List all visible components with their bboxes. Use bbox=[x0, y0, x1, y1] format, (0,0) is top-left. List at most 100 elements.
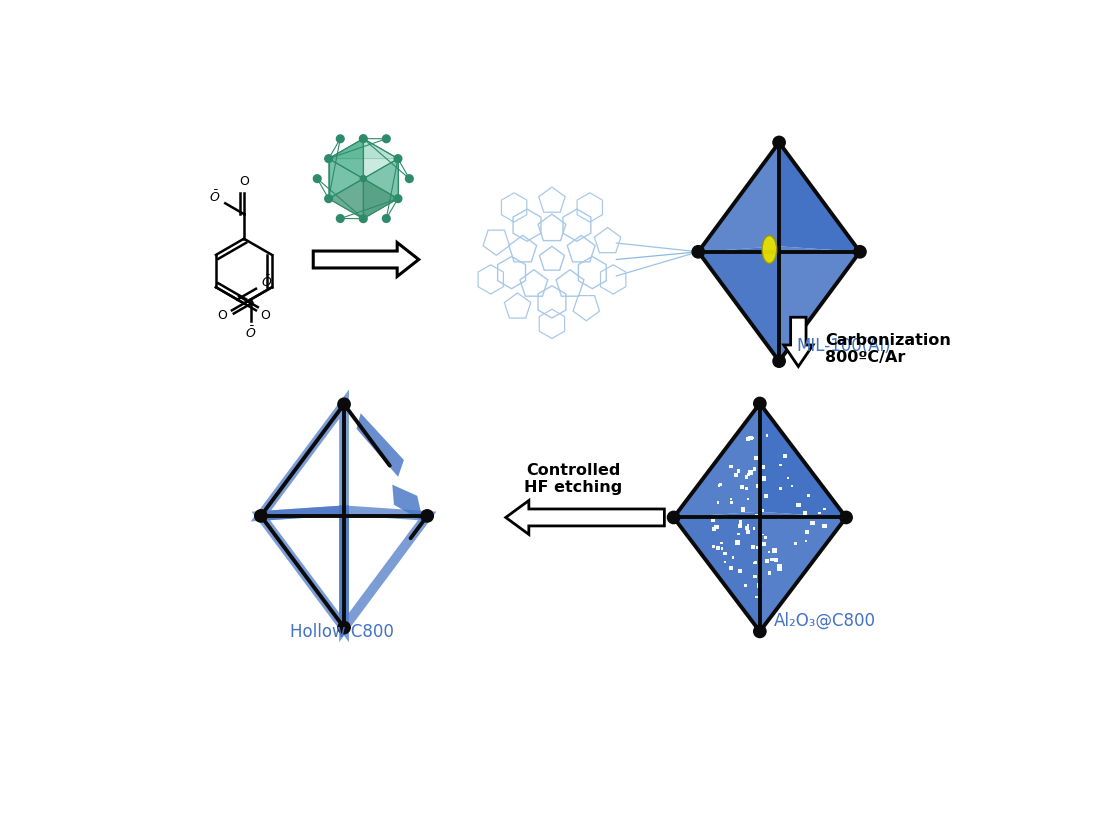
Bar bbox=[760, 593, 762, 595]
Bar bbox=[739, 521, 742, 523]
Bar bbox=[780, 487, 782, 490]
FancyArrow shape bbox=[313, 243, 418, 276]
FancyArrow shape bbox=[506, 500, 664, 535]
Bar bbox=[752, 467, 755, 470]
Text: Hollow C800: Hollow C800 bbox=[290, 623, 394, 641]
Bar bbox=[753, 575, 757, 579]
Polygon shape bbox=[698, 246, 780, 361]
Polygon shape bbox=[328, 139, 363, 178]
Circle shape bbox=[313, 174, 321, 183]
Bar bbox=[748, 470, 753, 475]
Bar bbox=[729, 465, 732, 469]
Ellipse shape bbox=[762, 236, 776, 263]
Bar bbox=[755, 514, 760, 518]
Bar bbox=[761, 476, 766, 481]
Bar bbox=[720, 542, 722, 544]
Bar bbox=[722, 515, 727, 519]
Bar bbox=[762, 477, 765, 479]
Text: $\bar{O}$: $\bar{O}$ bbox=[261, 275, 272, 290]
Bar bbox=[805, 540, 807, 543]
Bar bbox=[822, 523, 827, 528]
Text: MIL-100(Al): MIL-100(Al) bbox=[796, 337, 890, 355]
Circle shape bbox=[359, 134, 367, 143]
Bar bbox=[712, 545, 715, 548]
Bar bbox=[733, 473, 738, 477]
Bar bbox=[794, 542, 797, 545]
Bar bbox=[755, 546, 759, 548]
Bar bbox=[738, 523, 742, 528]
Polygon shape bbox=[673, 512, 760, 632]
Bar bbox=[746, 487, 748, 490]
Bar bbox=[744, 475, 748, 479]
Bar bbox=[748, 436, 752, 440]
Circle shape bbox=[325, 195, 333, 202]
Text: O: O bbox=[217, 309, 227, 322]
Bar bbox=[766, 434, 769, 437]
Bar bbox=[718, 484, 720, 487]
Circle shape bbox=[382, 214, 390, 222]
Circle shape bbox=[394, 195, 402, 202]
Bar bbox=[729, 566, 732, 570]
Polygon shape bbox=[357, 413, 404, 477]
Text: $\bar{O}$: $\bar{O}$ bbox=[209, 189, 221, 205]
Bar bbox=[796, 503, 800, 508]
Bar bbox=[716, 546, 720, 549]
Circle shape bbox=[753, 625, 766, 637]
Bar bbox=[739, 522, 741, 526]
Bar bbox=[724, 561, 726, 563]
Bar bbox=[764, 536, 768, 540]
Circle shape bbox=[668, 511, 680, 523]
Bar bbox=[791, 485, 793, 487]
Circle shape bbox=[359, 215, 367, 222]
Bar bbox=[729, 497, 732, 500]
Bar bbox=[807, 494, 810, 497]
Bar bbox=[712, 518, 715, 522]
Text: $\bar{O}$: $\bar{O}$ bbox=[245, 326, 256, 341]
Bar bbox=[730, 501, 733, 504]
Polygon shape bbox=[780, 143, 860, 252]
Text: Al₂O₃@C800: Al₂O₃@C800 bbox=[774, 612, 876, 630]
Bar bbox=[771, 558, 774, 562]
Bar bbox=[761, 465, 765, 469]
Polygon shape bbox=[328, 159, 363, 199]
Bar bbox=[752, 437, 754, 439]
Bar bbox=[774, 558, 777, 562]
Bar bbox=[803, 511, 807, 514]
Circle shape bbox=[773, 355, 785, 368]
Circle shape bbox=[840, 511, 852, 523]
Bar bbox=[747, 531, 750, 534]
Text: O: O bbox=[260, 309, 270, 322]
Polygon shape bbox=[328, 178, 363, 218]
Polygon shape bbox=[392, 485, 423, 522]
Bar bbox=[718, 483, 721, 486]
Bar bbox=[764, 494, 769, 498]
Circle shape bbox=[338, 398, 350, 411]
Bar bbox=[806, 530, 809, 534]
Circle shape bbox=[405, 174, 413, 183]
Bar bbox=[762, 509, 764, 512]
Bar bbox=[714, 525, 719, 530]
Bar bbox=[754, 561, 758, 564]
Bar bbox=[738, 533, 740, 535]
Bar bbox=[737, 469, 740, 473]
Bar bbox=[712, 527, 716, 531]
Bar bbox=[772, 548, 777, 553]
Bar bbox=[760, 543, 762, 545]
Text: O: O bbox=[239, 175, 249, 188]
Bar bbox=[741, 507, 746, 512]
Circle shape bbox=[394, 155, 402, 162]
Bar bbox=[824, 508, 826, 510]
Bar bbox=[738, 570, 741, 573]
Bar bbox=[740, 486, 743, 489]
Text: Carbonization
800ºC/Ar: Carbonization 800ºC/Ar bbox=[826, 333, 951, 365]
Bar bbox=[753, 527, 755, 530]
Circle shape bbox=[382, 135, 390, 143]
Circle shape bbox=[773, 136, 785, 148]
Polygon shape bbox=[673, 403, 760, 518]
Bar bbox=[732, 557, 735, 559]
Bar bbox=[753, 562, 754, 564]
Bar bbox=[744, 584, 747, 587]
Circle shape bbox=[753, 398, 766, 410]
Bar bbox=[818, 512, 820, 513]
Polygon shape bbox=[328, 139, 397, 159]
